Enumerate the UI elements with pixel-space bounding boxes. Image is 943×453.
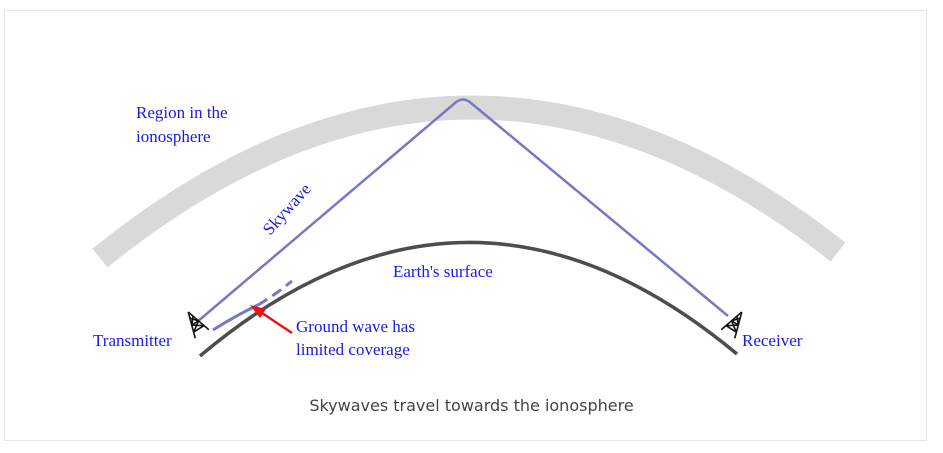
figure-caption: Skywaves travel towards the ionosphere [309, 396, 634, 415]
ionosphere-band [92, 95, 846, 268]
skywave-path [196, 98, 729, 323]
label-earth-surface: Earth's surface [393, 262, 493, 281]
label-receiver: Receiver [742, 331, 803, 350]
label-ground-wave-line1: Ground wave has [296, 317, 415, 336]
arrow-icon [250, 305, 293, 335]
ground-wave-dashed [257, 279, 293, 307]
label-ionosphere-line1: Region in the [136, 103, 228, 122]
label-ground-wave-line2: limited coverage [296, 340, 410, 359]
label-transmitter: Transmitter [93, 331, 172, 350]
label-ionosphere-line2: ionosphere [136, 127, 211, 146]
earth-surface-arc [198, 240, 739, 358]
transmitter-tower-icon [187, 311, 210, 339]
receiver-tower-icon [720, 311, 743, 339]
